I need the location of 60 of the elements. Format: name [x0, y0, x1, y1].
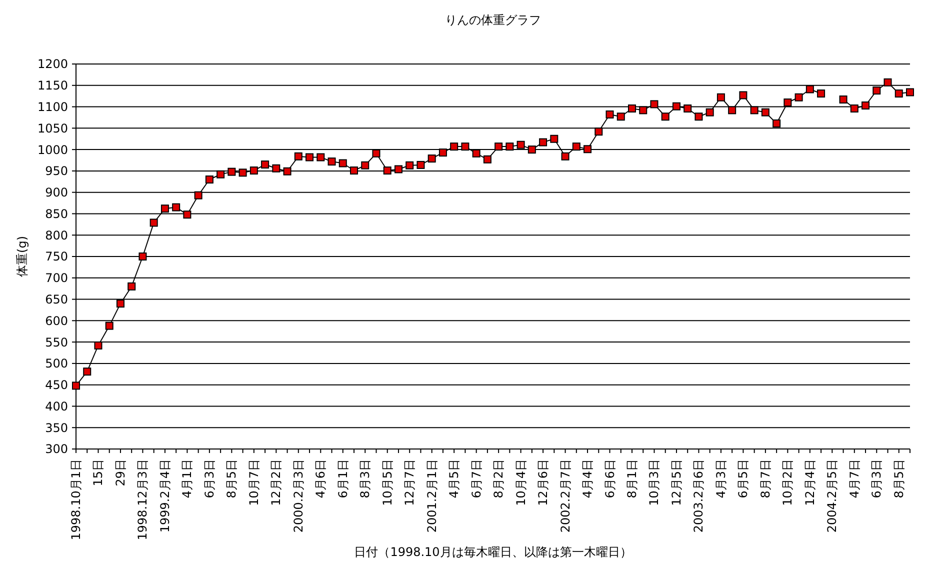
- x-tick-label: 8月7日: [758, 459, 772, 498]
- y-tick-label: 1150: [37, 78, 68, 93]
- y-tick-label: 600: [45, 314, 68, 328]
- x-tick-label: 8月5日: [224, 459, 239, 498]
- x-tick-label: 1999.2月4日: [158, 459, 172, 533]
- x-tick-label: 10月3日: [647, 459, 662, 506]
- x-tick-label: 4月6日: [314, 459, 328, 498]
- x-tick-label: 4月1日: [180, 459, 194, 498]
- x-tick-label: 6月7日: [469, 459, 484, 498]
- x-tick-label: 12月6日: [536, 459, 550, 506]
- x-tick-label: 2004.2月5日: [825, 459, 840, 533]
- x-tick-label: 10月4日: [514, 459, 528, 506]
- y-tick-label: 350: [45, 420, 68, 435]
- x-tick-label: 12月7日: [402, 459, 417, 506]
- y-axis-title: 体重(g): [15, 236, 29, 277]
- x-tick-label: 2002.2月7日: [558, 459, 572, 533]
- x-tick-label: 2000.2月3日: [291, 459, 306, 533]
- y-tick-label: 500: [45, 356, 68, 371]
- x-tick-label: 8月5日: [892, 459, 906, 498]
- y-tick-label: 750: [45, 250, 68, 264]
- y-tick-label: 450: [45, 378, 68, 392]
- x-axis-title: 日付（1998.10月は毎木曜日、以降は第一木曜日）: [354, 545, 632, 559]
- y-tick-label: 300: [45, 442, 68, 456]
- x-tick-label: 4月3日: [714, 459, 728, 498]
- x-tick-label: 10月2日: [780, 459, 795, 506]
- x-tick-label: 6月3日: [870, 459, 884, 498]
- x-tick-label: 4月5日: [447, 459, 462, 498]
- x-tick-label: 15日: [91, 459, 106, 486]
- x-tick-label: 2001.2月1日: [424, 459, 439, 533]
- y-tick-label: 800: [45, 228, 68, 242]
- x-tick-label: 6月1日: [336, 459, 350, 498]
- x-tick-label: 6月6日: [602, 459, 617, 498]
- x-tick-label: 10月5日: [380, 459, 394, 506]
- y-tick-label: 700: [45, 271, 68, 286]
- x-tick-label: 12月4日: [802, 459, 817, 506]
- x-tick-label: 8月2日: [492, 459, 506, 498]
- x-tick-label: 29日: [113, 459, 128, 486]
- x-tick-label: 4月7日: [847, 459, 862, 498]
- x-tick-label: 6月5日: [736, 459, 750, 498]
- x-tick-label: 6月3日: [202, 459, 216, 498]
- y-tick-label: 1200: [37, 57, 68, 72]
- x-tick-label: 12月5日: [669, 459, 684, 506]
- y-tick-label: 900: [45, 186, 68, 200]
- x-tick-label: 12月2日: [269, 459, 284, 506]
- x-tick-label: 8月3日: [358, 459, 372, 498]
- chart-title: りんの体重グラフ: [445, 13, 541, 27]
- y-tick-label: 850: [45, 206, 68, 221]
- x-tick-label: 1998.12月3日: [136, 459, 150, 540]
- y-tick-label: 1100: [37, 100, 68, 114]
- y-tick-label: 1050: [37, 121, 68, 136]
- x-tick-label: 1998.10月1日: [69, 459, 83, 540]
- y-tick-label: 1000: [37, 142, 68, 157]
- y-tick-label: 550: [45, 335, 68, 350]
- y-tick-label: 650: [45, 292, 68, 306]
- y-tick-label: 950: [45, 164, 68, 178]
- x-tick-label: 2003.2月6日: [692, 459, 706, 533]
- x-tick-label: 4月4日: [580, 459, 595, 498]
- x-tick-label: 10月7日: [246, 459, 261, 506]
- y-tick-label: 400: [45, 399, 68, 414]
- x-tick-label: 8月1日: [625, 459, 639, 498]
